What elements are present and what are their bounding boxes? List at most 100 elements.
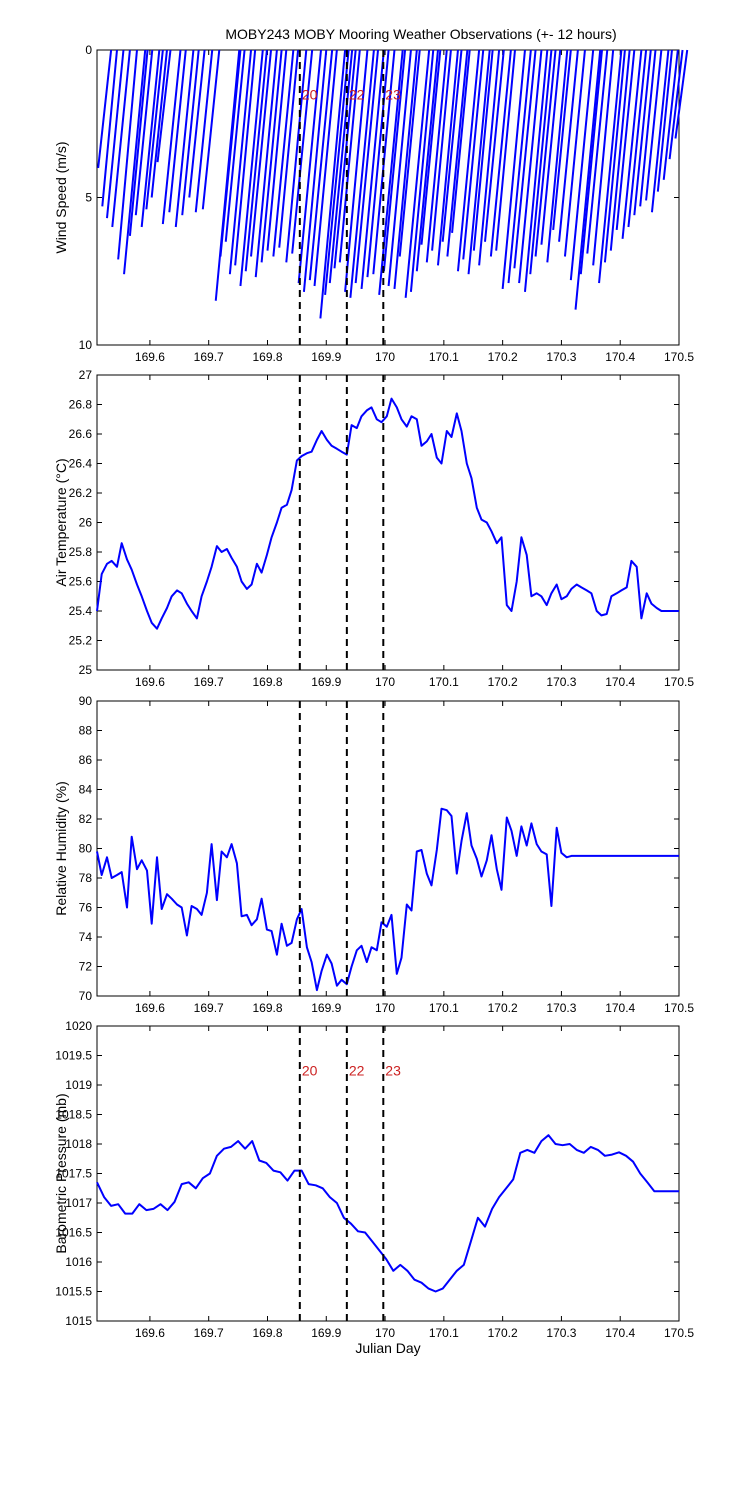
wind-stick xyxy=(404,49,431,298)
wind-stick xyxy=(174,49,195,228)
wind-stick xyxy=(181,49,200,216)
x-tick-label: 170.2 xyxy=(488,1326,518,1340)
x-tick-label: 170.1 xyxy=(429,350,459,364)
y-tick-label: 1015.5 xyxy=(55,1285,92,1299)
x-tick-label: 169.8 xyxy=(252,1326,282,1340)
y-tick-label: 1020 xyxy=(65,1019,92,1033)
plot-frame xyxy=(96,1025,680,1322)
wind-stick xyxy=(609,49,631,251)
x-tick-label: 170.5 xyxy=(664,350,694,364)
x-tick-label: 169.9 xyxy=(311,1326,341,1340)
wind-stick xyxy=(366,49,390,278)
wind-stick xyxy=(484,49,505,242)
wind-stick xyxy=(451,49,471,233)
y-tick-label: 80 xyxy=(79,842,93,856)
x-tick-label: 170.3 xyxy=(546,350,576,364)
wind-stick xyxy=(194,49,214,213)
x-tick-label: 170.3 xyxy=(546,1001,576,1015)
x-tick-label: 170.4 xyxy=(605,1001,635,1015)
y-tick-label: 0 xyxy=(85,43,92,57)
x-tick-label: 170.4 xyxy=(605,1326,635,1340)
wind-stick xyxy=(260,49,283,263)
wind-stick xyxy=(291,49,314,254)
wind-stick xyxy=(224,49,246,242)
x-tick-label: 170.1 xyxy=(429,1326,459,1340)
y-tick-label: 26.2 xyxy=(69,486,93,500)
y-tick-label: 86 xyxy=(79,753,93,767)
wind-stick xyxy=(272,49,295,257)
wind-stick xyxy=(472,49,494,251)
y-tick-label: 76 xyxy=(79,901,93,915)
x-tick-label: 170.4 xyxy=(605,675,635,689)
wind-stick xyxy=(285,49,308,263)
x-tick-label: 169.7 xyxy=(194,1326,224,1340)
x-tick-label: 170.3 xyxy=(546,1326,576,1340)
wind-stick xyxy=(250,49,273,257)
event-marker-label: 22 xyxy=(349,86,365,102)
wind-stick xyxy=(313,49,338,287)
y-tick-label: 26.6 xyxy=(69,427,93,441)
panel-1: 169.6 169.7 169.8 169.9 170 170.1 170.2 170.3 17… xyxy=(53,43,694,364)
event-marker-label: 23 xyxy=(385,86,401,102)
x-tick-label: 170.3 xyxy=(546,675,576,689)
wind-stick xyxy=(633,49,652,216)
y-tick-label: 1016.5 xyxy=(55,1226,92,1240)
wind-stick xyxy=(117,49,138,260)
wind-stick xyxy=(495,49,516,251)
wind-stick xyxy=(278,49,300,248)
wind-stick xyxy=(244,49,268,272)
y-tick-label: 1019.5 xyxy=(55,1049,92,1063)
series-line xyxy=(96,1134,679,1293)
wind-stick xyxy=(188,49,206,198)
event-marker-label: 22 xyxy=(349,1062,365,1078)
y-tick-label: 1017.5 xyxy=(55,1167,92,1181)
wind-stick xyxy=(156,49,172,163)
y-tick-label: 1015 xyxy=(65,1314,92,1328)
x-tick-label: 170.2 xyxy=(488,1001,518,1015)
wind-stick xyxy=(101,49,118,207)
wind-stick xyxy=(621,49,643,239)
wind-stick xyxy=(239,49,264,287)
wind-stick xyxy=(398,49,421,257)
wind-stick xyxy=(668,49,684,160)
x-tick-label: 169.6 xyxy=(135,350,165,364)
wind-stick xyxy=(552,49,572,231)
wind-stick xyxy=(393,49,418,290)
wind-stick xyxy=(409,49,435,292)
wind-stick xyxy=(134,49,154,216)
wind-stick xyxy=(592,49,615,266)
wind-stick xyxy=(161,49,182,225)
wind-stick xyxy=(219,49,242,257)
wind-stick xyxy=(656,49,673,192)
wind-stick xyxy=(569,49,595,281)
y-tick-label: 72 xyxy=(79,960,93,974)
y-tick-label: 70 xyxy=(79,989,93,1003)
wind-stick xyxy=(266,49,288,251)
wind-stick xyxy=(302,49,328,292)
wind-stick xyxy=(523,49,549,292)
plot-frame xyxy=(96,374,680,671)
x-tick-label: 170.2 xyxy=(488,675,518,689)
wind-stick xyxy=(615,49,636,231)
x-tick-label: 170 xyxy=(375,675,395,689)
wind-stick xyxy=(603,49,626,263)
chart-title: MOBY243 MOBY Mooring Weather Observation… xyxy=(225,26,616,42)
wind-stick xyxy=(168,49,187,213)
y-tick-label: 26.8 xyxy=(69,398,93,412)
x-tick-label: 169.8 xyxy=(252,1001,282,1015)
wind-stick xyxy=(387,49,412,287)
wind-stick xyxy=(627,49,648,228)
wind-stick xyxy=(150,49,168,198)
wind-stick xyxy=(598,49,623,284)
x-axis-label: Julian Day xyxy=(355,1340,420,1356)
wind-stick xyxy=(319,49,347,319)
event-marker-label: 20 xyxy=(302,1062,318,1078)
x-tick-label: 169.6 xyxy=(135,1001,165,1015)
y-tick-label: 78 xyxy=(79,871,93,885)
wind-stick xyxy=(662,49,679,180)
wind-stick xyxy=(354,49,380,284)
wind-stick xyxy=(111,49,131,228)
y-tick-label: 1018.5 xyxy=(55,1108,92,1122)
wind-stick xyxy=(489,49,512,257)
